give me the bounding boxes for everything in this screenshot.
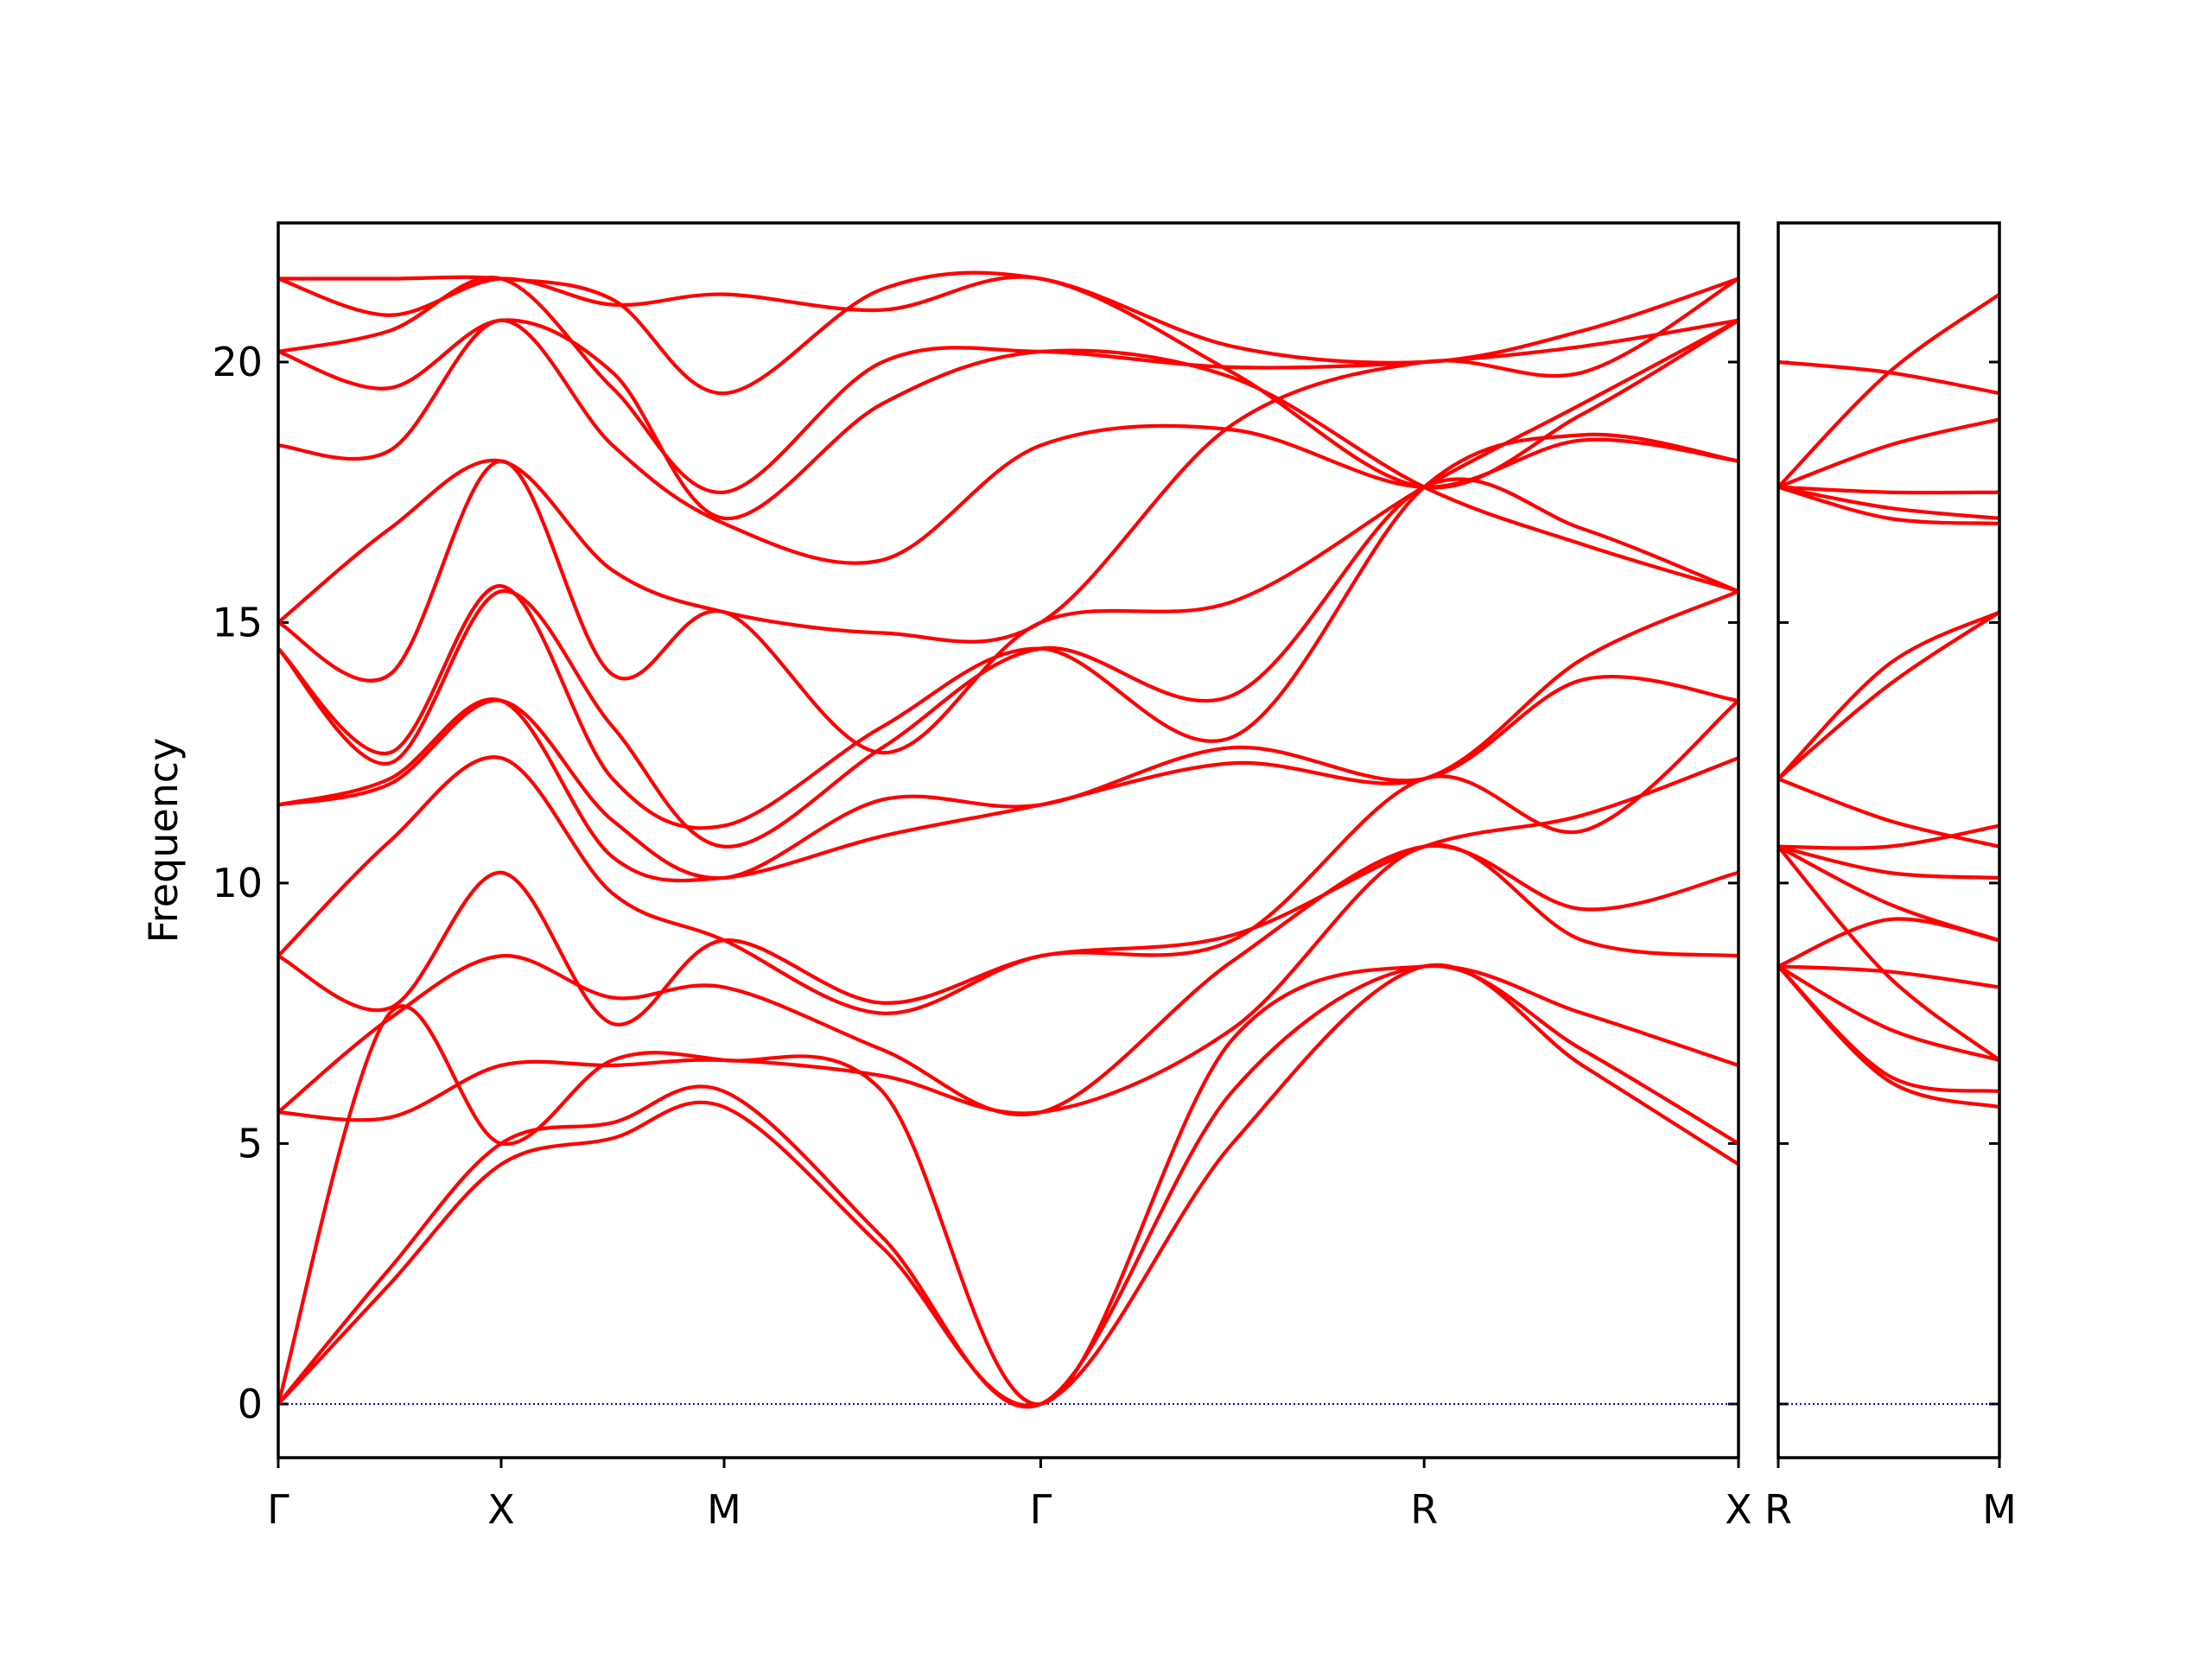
band-line (1778, 485, 1999, 520)
x-tick-label: X (1725, 1486, 1752, 1533)
band-line (1778, 845, 1999, 1062)
band-line (278, 318, 1738, 594)
band-line (278, 756, 1738, 1027)
band-line (1778, 610, 1999, 780)
x-tick-label: M (707, 1486, 741, 1533)
band-line (278, 318, 1738, 755)
plot-frame (276, 221, 1740, 1459)
band-line (1778, 485, 1999, 526)
y-tick-label: 10 (212, 860, 263, 906)
band-line (278, 843, 1738, 1117)
band-line (1778, 610, 1999, 780)
x-tick-label: Γ (1030, 1486, 1052, 1533)
band-line (278, 477, 1738, 849)
band-line (1778, 964, 1999, 1062)
x-tick-label: X (487, 1486, 515, 1533)
band-line (1778, 964, 1999, 989)
plot-frame (1777, 221, 2001, 1459)
band-line (278, 963, 1738, 1407)
plot-area (1778, 292, 1999, 1405)
band-line (278, 432, 1738, 830)
band-line (278, 963, 1738, 1408)
band-line (278, 276, 1738, 644)
band-line (278, 699, 1738, 1015)
band-line (1778, 844, 1999, 880)
band-line (1778, 823, 1999, 850)
y-tick-label: 5 (238, 1120, 263, 1166)
x-tick-label: M (1982, 1486, 2017, 1533)
y-axis-label: Frequency (140, 738, 187, 944)
y-tick-label: 15 (212, 599, 263, 645)
band-line (278, 589, 1738, 883)
band-line (278, 842, 1738, 1122)
x-tick-label: R (1764, 1486, 1792, 1533)
y-tick-label: 0 (238, 1381, 263, 1427)
band-line (1778, 777, 1999, 849)
band-line (1778, 917, 1999, 969)
y-tick-label: 20 (212, 339, 263, 385)
plot-area (278, 270, 1738, 1408)
band-line (1778, 964, 1999, 1109)
band-line (1778, 292, 1999, 489)
band-line (278, 675, 1738, 880)
x-tick-label: R (1410, 1486, 1438, 1533)
band-line (278, 275, 1738, 490)
band-line (1778, 417, 1999, 489)
band-line (1778, 485, 1999, 495)
x-tick-label: Γ (267, 1486, 289, 1533)
